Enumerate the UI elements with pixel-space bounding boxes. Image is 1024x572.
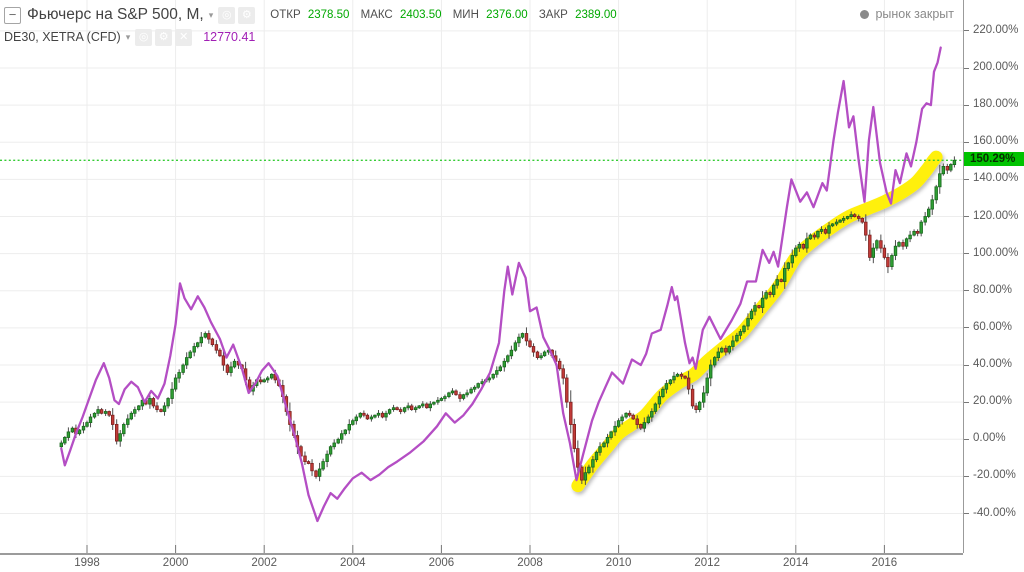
chart-plot-area[interactable] [0,0,963,553]
close-icon[interactable]: ✕ [175,28,193,46]
ohlc-readout: ОТКР 2378.50 МАКС 2403.50 МИН 2376.00 ЗА… [270,9,616,21]
close-label: ЗАКР [538,9,568,21]
price-axis-label: 0.00% [973,432,1006,445]
price-axis-label: -20.00% [973,469,1016,482]
grid [0,0,963,553]
price-axis-tick [964,216,969,218]
market-status-label: рынок закрыт [875,7,954,21]
open-value: 2378.50 [307,9,350,21]
price-axis-tick [964,141,969,143]
price-axis-tick [964,327,969,329]
high-label: МАКС [360,9,393,21]
chevron-down-icon[interactable]: ▾ [208,9,214,20]
compare-title: DE30, XETRA (CFD) [4,30,121,44]
price-axis-tick [964,253,969,255]
compare-value: 12770.41 [203,30,256,44]
time-axis-label: 2016 [871,557,898,569]
market-status-dot [860,9,870,19]
symbol-row: − Фьючерс на S&P 500, M, ▾ ◎ ⚙ ОТКР 2378… [4,5,617,25]
price-axis-label: 120.00% [973,209,1019,222]
price-axis-tick [964,30,969,32]
high-value: 2403.50 [399,9,442,21]
price-axis-tick [964,513,969,515]
eye-icon[interactable]: ◎ [135,28,153,46]
time-axis-label: 2012 [694,557,720,569]
price-axis-label: 180.00% [973,98,1019,111]
price-axis-tick [964,364,969,366]
time-axis-label: 1998 [74,557,100,569]
price-axis[interactable]: 150.29% 220.00% 200.00% 180.00% 160.00% 140.… [963,0,1024,553]
low-value: 2376.00 [486,9,528,21]
compare-row: DE30, XETRA (CFD) ▾ ◎ ⚙ ✕ 12770.41 [4,27,617,47]
symbol-title: Фьючерс на S&P 500, M, [27,6,204,23]
chevron-down-icon[interactable]: ▾ [125,31,131,42]
axis-corner [963,553,1024,572]
price-axis-label: 200.00% [973,61,1019,73]
low-label: МИН [452,9,479,21]
open-label: ОТКР [270,9,301,21]
price-axis-tick [964,104,969,106]
time-axis-label: 2010 [605,557,632,569]
price-axis-label: -40.00% [973,506,1016,519]
price-axis-label: 60.00% [973,320,1013,333]
collapse-icon[interactable]: − [4,6,21,24]
price-axis-tick [964,178,969,180]
price-axis-label: 160.00% [973,135,1019,148]
price-axis-tick [964,401,969,403]
candlestick-series [59,156,957,485]
price-axis-label: 80.00% [973,283,1013,296]
time-axis-label: 2000 [162,557,189,569]
time-axis-label: 2002 [251,557,277,569]
compare-line-series[interactable] [60,46,942,523]
price-axis-label: 220.00% [973,23,1019,36]
price-axis-label: 40.00% [973,358,1013,371]
last-price-label: 150.29% [964,152,1024,167]
time-axis-label: 2006 [428,557,455,569]
price-axis-tick [964,438,969,440]
time-axis-label: 2014 [783,557,809,569]
time-axis-label: 2008 [517,557,543,569]
market-status: рынок закрыт [860,7,954,21]
price-axis-tick [964,290,969,292]
time-axis[interactable]: 1998 2000 2002 2004 2006 2008 2010 2012 2014 2016 [0,553,963,572]
time-axis-label: 2004 [340,557,366,569]
close-value: 2389.00 [575,9,617,21]
price-axis-tick [964,67,969,69]
eye-icon[interactable]: ◎ [218,6,236,24]
price-axis-tick [964,475,969,477]
price-axis-label: 20.00% [973,395,1013,408]
chart-legend: − Фьючерс на S&P 500, M, ▾ ◎ ⚙ ОТКР 2378… [4,5,617,47]
price-axis-label: 140.00% [973,172,1019,185]
price-axis-label: 100.00% [973,246,1019,259]
gear-icon[interactable]: ⚙ [238,6,256,24]
trend-highlight-marker[interactable] [571,150,943,493]
gear-icon[interactable]: ⚙ [155,28,173,46]
